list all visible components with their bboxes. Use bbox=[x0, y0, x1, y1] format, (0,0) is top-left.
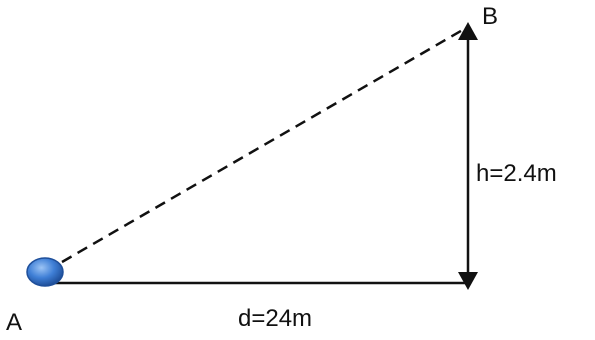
arrowhead-up-icon bbox=[458, 22, 478, 40]
arrowhead-down-icon bbox=[458, 272, 478, 290]
point-b-label: B bbox=[482, 3, 498, 30]
line-of-sight-dashed bbox=[61, 26, 467, 264]
point-a-label: A bbox=[6, 309, 22, 336]
distance-label: d=24m bbox=[238, 305, 312, 332]
ball-a bbox=[26, 257, 64, 287]
height-label: h=2.4m bbox=[476, 160, 557, 187]
